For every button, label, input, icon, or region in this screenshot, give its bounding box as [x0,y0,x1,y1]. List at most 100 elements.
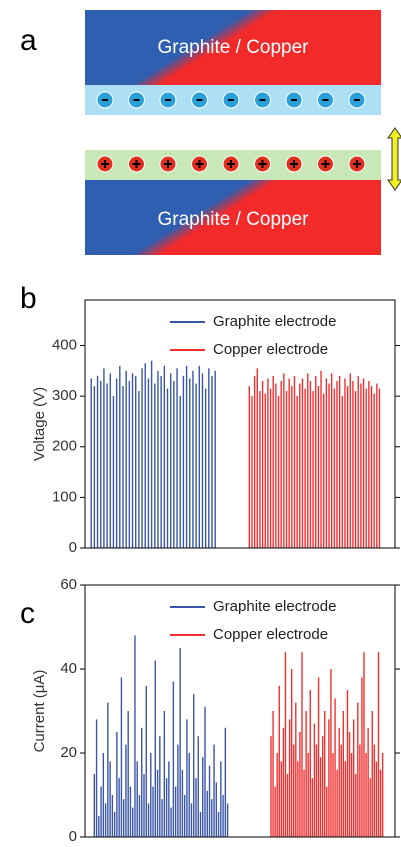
spike [168,761,170,837]
spike [312,391,314,548]
spike [206,790,208,837]
spike [264,393,266,548]
spike [188,753,190,837]
spike [276,753,278,837]
spike [288,378,290,548]
plot-frame [84,299,396,549]
spike [224,727,227,837]
spike [272,375,274,548]
spike [211,799,213,837]
spike [274,786,276,837]
spike [357,375,359,548]
spike [338,375,341,548]
spike [179,648,181,837]
top-label: Graphite / Copper [157,37,309,58]
spike [172,681,175,837]
spike [220,761,222,837]
spike [136,761,138,837]
spike [102,753,105,837]
spike [201,373,204,548]
spike [280,380,282,548]
spike [315,375,317,548]
spike [321,736,324,837]
spike [378,388,381,548]
spike [189,378,191,548]
spike [251,396,253,548]
legend-label: Graphite electrode [213,598,336,615]
spike [346,690,349,837]
spike [365,753,367,837]
spike [185,365,188,548]
spike [352,719,355,837]
spike [280,761,283,837]
spike [93,774,95,837]
spike [293,375,296,548]
spike [125,744,127,837]
spike [290,669,293,837]
spike [365,388,367,548]
spike [344,761,347,837]
spike [295,702,297,837]
spike [381,753,384,837]
spike [303,769,305,837]
spike [181,769,184,837]
y-tick-label: 40 [60,660,77,677]
spike [340,744,342,837]
spike [106,383,108,548]
spike [270,736,272,837]
spike [277,396,280,548]
spike [371,711,373,837]
spike [363,652,365,837]
spike [215,782,218,837]
spike [107,702,109,837]
spike [375,761,378,837]
spike [104,803,107,837]
spike [267,378,269,548]
spike [284,652,287,837]
spike [269,388,272,548]
spike [103,368,105,548]
spike [125,370,127,548]
spike [361,677,363,837]
spike [333,388,336,548]
panel-label: c [20,597,35,630]
spike [115,378,118,548]
spike [96,375,99,548]
spike [297,761,299,837]
spike [147,803,150,837]
spike [309,380,312,548]
spike [204,388,207,548]
spike [307,753,309,837]
spike [138,795,141,837]
spike [313,723,316,837]
spike [324,711,326,837]
spike [204,706,206,837]
spike [152,786,154,837]
spike [116,732,118,837]
spike [100,380,102,548]
y-tick-label: 200 [52,438,77,455]
spike [338,727,340,837]
spike [138,391,140,548]
spike [328,383,330,548]
spike [176,368,178,548]
spike [202,757,204,837]
spike [183,795,186,837]
spike [320,370,322,548]
legend-label: Graphite electrode [213,313,336,330]
y-axis-label: Current (μA) [31,670,48,753]
y-tick-label: 0 [69,828,77,842]
spike [199,811,202,837]
spike [328,719,330,837]
spike [211,375,213,548]
spike [350,753,353,837]
panel-label: a [20,24,37,57]
spike [369,778,371,837]
spike [311,778,314,837]
spike [226,803,229,837]
spike [288,719,291,837]
spike [95,719,98,837]
spike [150,753,152,837]
